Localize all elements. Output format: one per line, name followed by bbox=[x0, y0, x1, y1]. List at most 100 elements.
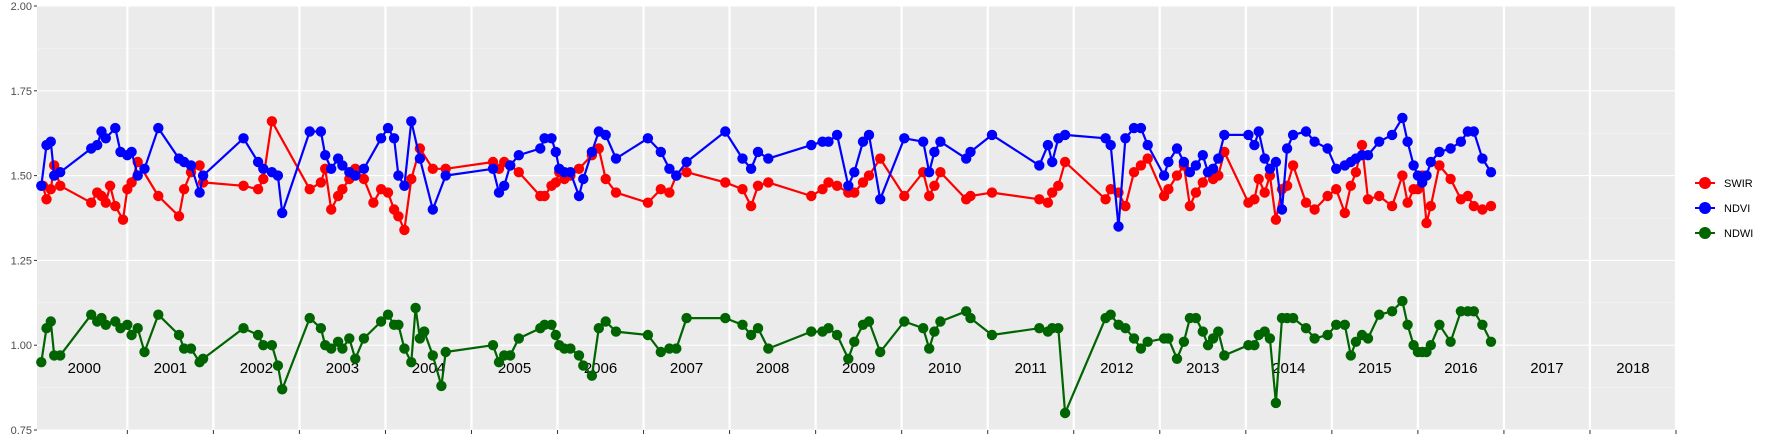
data-point bbox=[399, 224, 410, 236]
data-point bbox=[315, 126, 327, 137]
data-point bbox=[843, 353, 854, 364]
data-point bbox=[1402, 136, 1413, 147]
data-point bbox=[610, 326, 622, 337]
data-point bbox=[1113, 221, 1124, 232]
year-label: 2013 bbox=[1186, 360, 1219, 377]
data-point bbox=[1171, 170, 1183, 181]
data-point bbox=[681, 167, 692, 178]
data-point bbox=[173, 211, 185, 222]
data-point bbox=[1322, 143, 1333, 154]
data-point bbox=[375, 133, 387, 144]
y-axis: 0.75 1.00 1.25 1.50 1.75 2.00 bbox=[11, 1, 37, 437]
y-tick-label: 2.00 bbox=[11, 1, 32, 13]
data-point bbox=[350, 170, 361, 181]
data-point bbox=[737, 184, 748, 195]
data-point bbox=[1190, 160, 1202, 171]
data-point bbox=[1249, 139, 1260, 151]
data-point bbox=[924, 167, 935, 178]
data-point bbox=[1190, 312, 1202, 324]
data-point bbox=[382, 187, 394, 198]
year-label: 2007 bbox=[670, 360, 703, 377]
data-point bbox=[194, 187, 205, 198]
data-point bbox=[1120, 323, 1131, 334]
data-point bbox=[304, 126, 315, 137]
data-point bbox=[258, 340, 269, 351]
y-tick-label: 1.00 bbox=[11, 340, 32, 352]
data-point bbox=[745, 200, 757, 212]
data-point bbox=[720, 312, 731, 324]
data-point bbox=[1309, 204, 1320, 215]
data-point bbox=[1402, 319, 1413, 330]
data-point bbox=[266, 340, 278, 351]
data-point bbox=[86, 197, 97, 208]
year-label: 2011 bbox=[1015, 360, 1047, 377]
data-point bbox=[406, 116, 417, 127]
data-point bbox=[277, 207, 288, 219]
year-label: 2000 bbox=[68, 360, 101, 377]
year-label: 2009 bbox=[842, 360, 875, 377]
data-point bbox=[382, 122, 394, 134]
data-point bbox=[752, 146, 764, 158]
data-point bbox=[1264, 333, 1276, 344]
legend-label-swir: SWIR bbox=[1724, 178, 1753, 190]
data-point bbox=[1053, 180, 1064, 191]
data-point bbox=[1362, 333, 1374, 344]
data-point bbox=[831, 180, 843, 191]
data-point bbox=[1345, 350, 1357, 361]
data-point bbox=[55, 180, 66, 191]
data-point bbox=[1402, 197, 1413, 208]
data-point bbox=[929, 146, 940, 158]
data-point bbox=[185, 160, 197, 171]
legend-label-ndvi: NDVI bbox=[1724, 203, 1750, 215]
data-point bbox=[610, 187, 622, 198]
data-point bbox=[918, 323, 929, 334]
data-point bbox=[806, 190, 817, 202]
data-point bbox=[752, 180, 764, 191]
data-point bbox=[965, 146, 976, 158]
data-point bbox=[419, 326, 430, 337]
data-point bbox=[1249, 194, 1260, 205]
data-point bbox=[1462, 190, 1474, 202]
data-point bbox=[763, 153, 774, 164]
data-point bbox=[935, 316, 946, 327]
data-point bbox=[1034, 323, 1045, 334]
data-point bbox=[1300, 323, 1312, 334]
data-point bbox=[863, 129, 875, 141]
data-point bbox=[565, 343, 576, 354]
data-point bbox=[1128, 333, 1140, 344]
data-point bbox=[1270, 156, 1282, 168]
data-point bbox=[849, 187, 860, 198]
data-point bbox=[600, 129, 611, 141]
data-point bbox=[745, 163, 757, 174]
data-point bbox=[586, 370, 598, 381]
data-point bbox=[326, 204, 337, 215]
data-point bbox=[427, 204, 438, 215]
year-label: 2003 bbox=[326, 360, 359, 377]
data-point bbox=[173, 329, 185, 341]
data-point bbox=[1142, 336, 1153, 347]
data-point bbox=[1485, 167, 1497, 178]
data-point bbox=[843, 180, 854, 191]
data-point bbox=[642, 329, 654, 341]
data-point bbox=[965, 190, 976, 202]
data-point bbox=[763, 343, 774, 354]
data-point bbox=[752, 323, 764, 334]
data-point bbox=[1386, 129, 1398, 141]
data-point bbox=[1287, 312, 1299, 324]
data-point bbox=[875, 153, 886, 164]
data-point bbox=[36, 180, 47, 191]
data-point bbox=[1356, 139, 1368, 151]
data-point bbox=[487, 340, 499, 351]
data-point bbox=[849, 336, 860, 347]
data-point bbox=[1397, 295, 1408, 307]
data-point bbox=[406, 173, 417, 185]
series-ndwi bbox=[36, 295, 1497, 419]
data-point bbox=[326, 343, 337, 354]
data-point bbox=[655, 146, 666, 158]
data-point bbox=[1047, 156, 1058, 168]
data-point bbox=[720, 126, 731, 137]
data-point bbox=[238, 323, 249, 334]
data-point bbox=[36, 357, 47, 368]
data-point bbox=[110, 122, 121, 134]
